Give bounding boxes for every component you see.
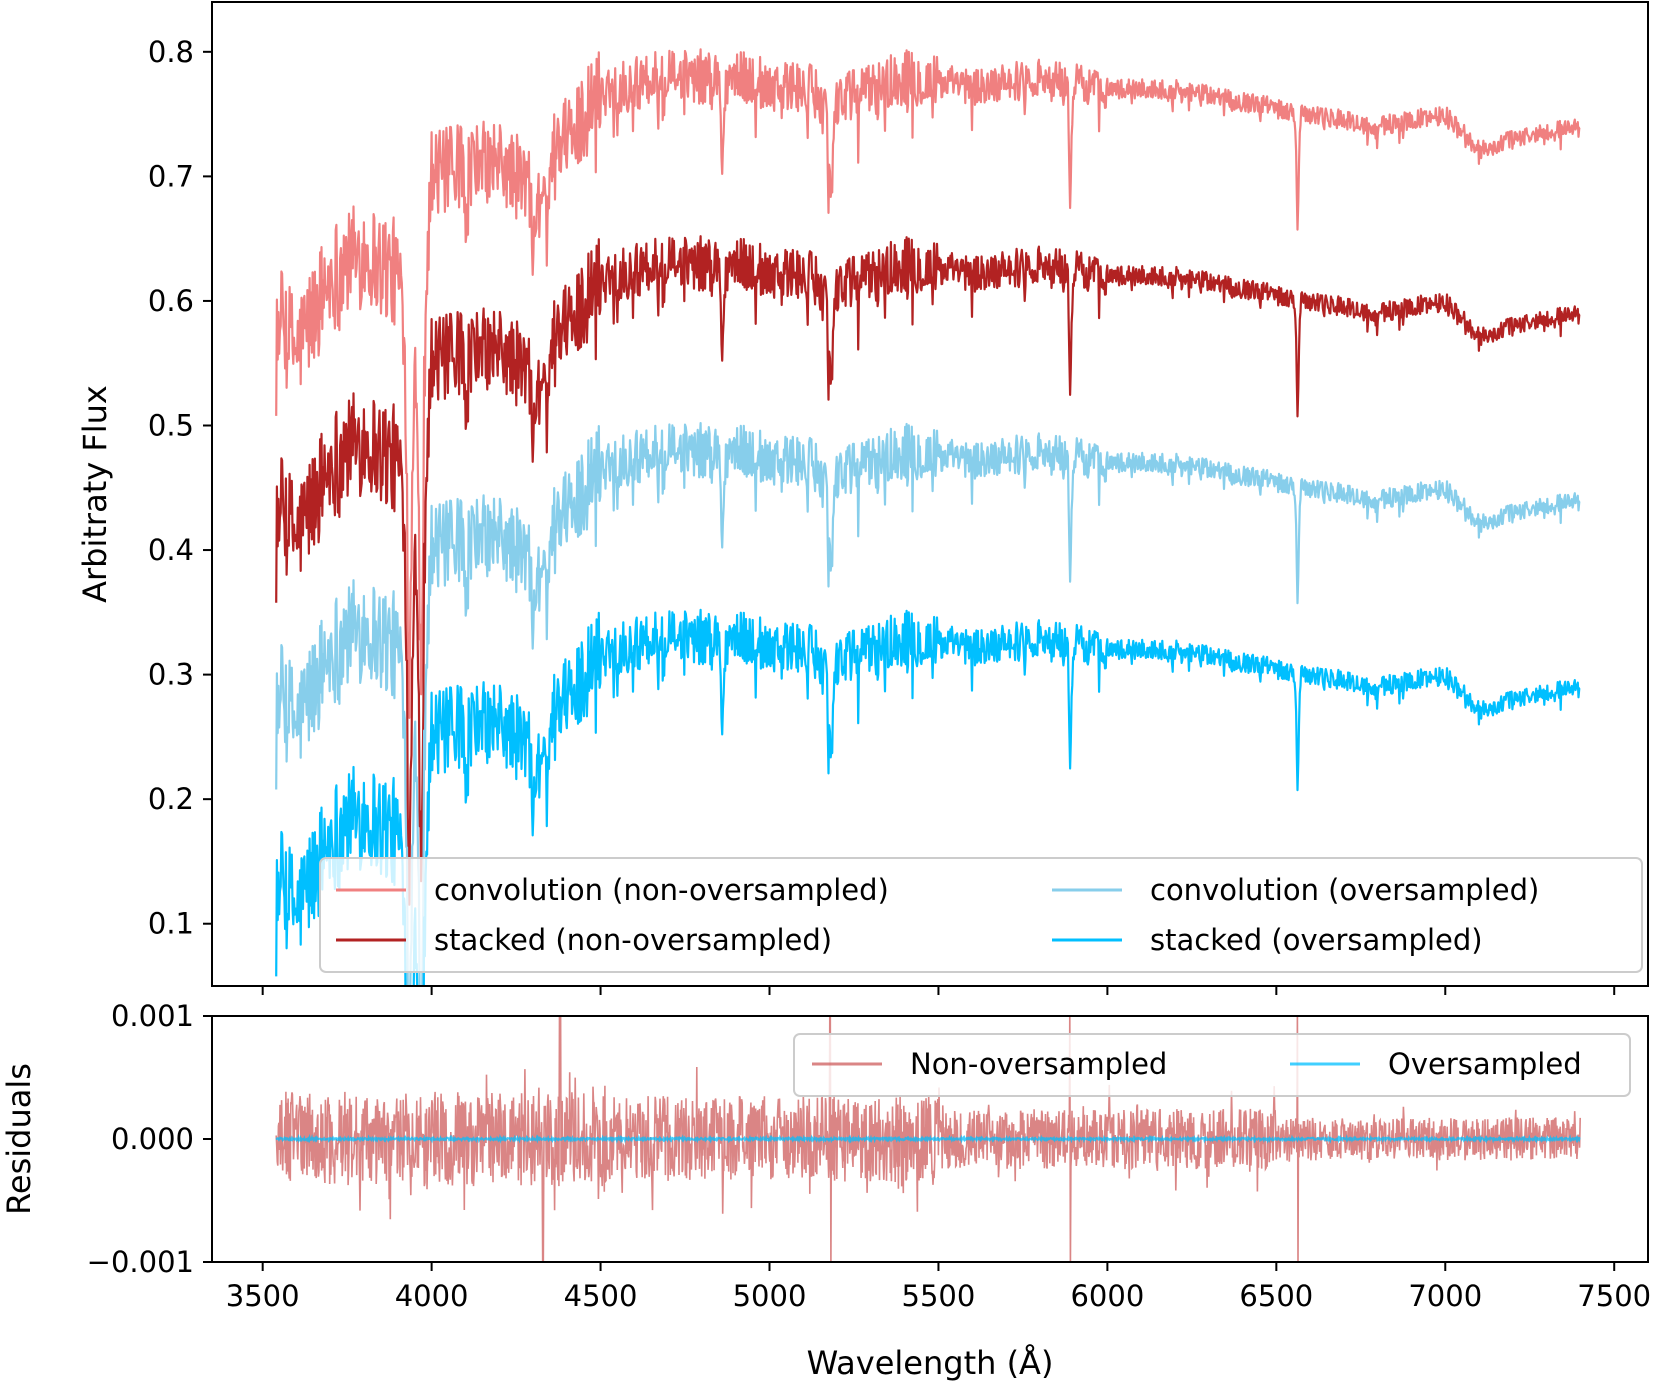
legend-label-convolution-oversampled: convolution (oversampled)	[1150, 873, 1539, 907]
main-y-tick-label: 0.6	[148, 284, 194, 318]
residual-axes-frame	[211, 1015, 1649, 1263]
main-y-tick-label: 0.1	[148, 907, 194, 941]
x-tick-label: 5500	[902, 1279, 976, 1313]
residual-y-tick-label: 0.001	[111, 999, 194, 1033]
series-line-stacked-oversampled	[275, 608, 1581, 986]
main-y-tick-label: 0.7	[148, 159, 194, 193]
residual-line-oversampled	[275, 1133, 1581, 1144]
residual-legend: Non-oversampled Oversampled	[793, 1033, 1631, 1097]
main-legend: convolution (non-oversampled) stacked (n…	[319, 857, 1643, 973]
main-y-ticks: 0.1 0.2 0.3 0.4 0.5 0.6 0.7 0.8	[148, 35, 212, 941]
residual-legend-frame	[793, 1033, 1631, 1097]
main-y-tick-label: 0.2	[148, 782, 194, 816]
main-y-axis-label: Arbitraty Flux	[76, 385, 114, 603]
x-tick-label: 6500	[1239, 1279, 1313, 1313]
x-tick-label: 5000	[733, 1279, 807, 1313]
residual-series-group	[275, 1016, 1581, 1262]
main-panel: 0.10.20.30.40.50.60.70.8 Arbitraty Flux …	[76, 1, 1649, 995]
x-tick-label: 4000	[395, 1279, 469, 1313]
series-line-convolution-oversampled	[275, 422, 1581, 986]
residual-y-tick-label: −0.001	[87, 1245, 194, 1279]
main-legend-frame	[319, 857, 1643, 973]
x-tick-label: 7500	[1577, 1279, 1651, 1313]
series-line-stacked-non-oversampled	[275, 235, 1581, 906]
residual-x-ticks: 3500 4000 4500 5000 5500 6000 6500 7000 7500	[226, 1262, 1651, 1313]
legend-label-oversampled: Oversampled	[1388, 1047, 1582, 1081]
residual-y-tick-label: 0.000	[111, 1122, 194, 1156]
x-tick-label: 4500	[564, 1279, 638, 1313]
x-tick-label: 6000	[1070, 1279, 1144, 1313]
main-x-ticks	[261, 986, 1616, 995]
residual-y-ticks: −0.001 0.000 0.001	[87, 999, 212, 1279]
legend-label-stacked-non-oversampled: stacked (non-oversampled)	[434, 923, 832, 957]
main-y-tick-label: 0.4	[148, 533, 194, 567]
x-tick-label: 3500	[226, 1279, 300, 1313]
x-tick-label: 7000	[1408, 1279, 1482, 1313]
main-axes-frame	[211, 1, 1649, 987]
residuals-panel: −0.001 0.000 0.001 3500 4000 4500 5000 5500 600…	[0, 999, 1651, 1382]
legend-label-stacked-oversampled: stacked (oversampled)	[1150, 923, 1483, 957]
main-series-group	[275, 48, 1581, 986]
x-axis-label: Wavelength (Å)	[807, 1344, 1054, 1382]
main-y-tick-label: 0.5	[148, 408, 194, 442]
series-line-convolution-non-oversampled	[275, 48, 1581, 719]
legend-label-non-oversampled: Non-oversampled	[910, 1047, 1167, 1081]
main-y-tick-label: 0.3	[148, 658, 194, 692]
main-y-tick-label: 0.8	[148, 35, 194, 69]
residual-y-axis-label: Residuals	[0, 1063, 38, 1215]
legend-label-convolution-non-oversampled: convolution (non-oversampled)	[434, 873, 889, 907]
